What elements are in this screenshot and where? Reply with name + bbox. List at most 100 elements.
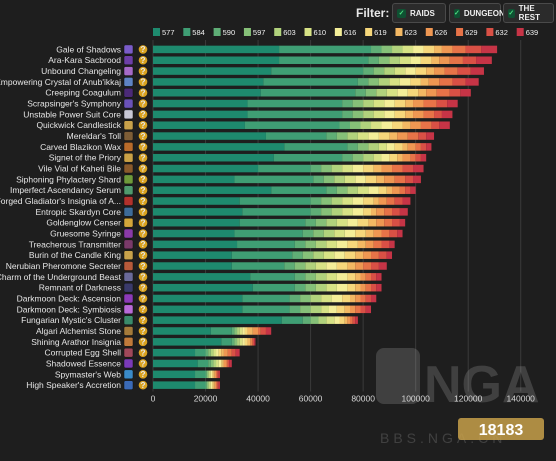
bar-segment	[326, 273, 337, 281]
trinket-icon	[123, 98, 134, 109]
bar-segment	[415, 153, 421, 162]
bar-segment	[326, 132, 337, 140]
bar-segment	[418, 88, 427, 97]
bar-segment	[384, 208, 393, 216]
legend-swatch	[516, 28, 524, 36]
bar-segment	[153, 45, 280, 54]
check-icon: ✓	[454, 8, 460, 18]
legend-label: 603	[283, 28, 296, 37]
bar-segment	[234, 338, 238, 346]
bar-segment	[368, 56, 379, 64]
bar-segment	[265, 327, 272, 335]
bar-segment	[313, 229, 324, 238]
legend-label: 597	[253, 28, 266, 37]
bar-segment	[347, 283, 356, 292]
trinket-icon	[123, 152, 134, 163]
trinket-icon	[123, 77, 134, 87]
question-mark-icon-glyph: ?	[140, 207, 145, 217]
bar-segment	[386, 197, 395, 205]
bar-segment	[470, 67, 484, 75]
bar-segment	[381, 45, 393, 54]
bar-segment	[302, 229, 314, 238]
x-tick-label: 140000	[507, 394, 536, 404]
bar-segment	[392, 164, 403, 173]
bar-segment	[208, 381, 210, 389]
question-mark-icon	[138, 142, 148, 152]
bar-segment	[331, 197, 343, 205]
bar-segment	[344, 305, 350, 314]
bar-segment	[294, 273, 306, 281]
question-mark-icon	[138, 164, 148, 173]
bar-segment	[355, 273, 361, 281]
bar-segment	[389, 78, 400, 86]
bar-segment	[218, 381, 220, 389]
bar-segment	[336, 132, 348, 140]
bar-segment	[365, 273, 372, 281]
legend-label: 616	[344, 28, 357, 37]
trinket-icon	[123, 66, 134, 76]
bar-segment	[206, 370, 209, 379]
bar-segment	[373, 99, 385, 108]
bar-segment	[434, 110, 442, 119]
bar-segment	[376, 88, 387, 97]
bar-segment	[399, 78, 411, 86]
bar-segment	[216, 359, 219, 368]
bar-segment	[321, 294, 332, 303]
trinket-name: Scrapsinger's Symphony	[27, 99, 121, 109]
bar-segment	[331, 208, 343, 216]
bar-segment	[210, 370, 213, 379]
bar-segment	[402, 164, 414, 173]
trinket-icon	[123, 282, 134, 293]
bar-segment	[313, 175, 324, 184]
legend-swatch	[304, 28, 312, 36]
bar-segment	[252, 338, 255, 346]
bar-segment	[389, 132, 398, 140]
bar-segment	[360, 121, 372, 129]
bar-segment	[305, 283, 316, 292]
bar-segment	[153, 327, 211, 335]
bar-segment	[376, 175, 385, 184]
trinket-icon	[123, 44, 134, 55]
bar-segment	[213, 370, 215, 379]
question-mark-icon-glyph: ?	[140, 44, 145, 54]
trinket-name: Nerubian Pheromone Secreter	[6, 261, 121, 271]
filter-raids-button[interactable]: ✓ RAIDS	[392, 3, 446, 23]
bar-segment	[447, 99, 458, 108]
bar-segment	[247, 110, 343, 119]
bar-segment	[242, 327, 245, 335]
bar-segment	[205, 370, 207, 379]
question-mark-icon	[138, 326, 148, 336]
bar-segment	[410, 56, 421, 64]
x-tick-label: 20000	[194, 394, 218, 404]
bar-segment	[426, 143, 432, 151]
bar-segment	[368, 78, 379, 86]
trinket-icon	[123, 304, 134, 315]
bar-segment	[214, 381, 217, 389]
bar-segment	[460, 88, 471, 97]
bar-segment	[373, 110, 385, 119]
filter-the-rest-button[interactable]: ✓ THE REST	[503, 3, 554, 23]
bar-segment	[244, 327, 248, 335]
bar-segment	[334, 251, 345, 259]
trinket-name: Mereldar's Toll	[67, 131, 121, 141]
bar-segment	[339, 121, 350, 129]
trinket-name: Corrupted Egg Shell	[44, 348, 121, 358]
question-mark-icon	[138, 131, 148, 141]
bar-segment	[153, 381, 196, 389]
filter-dungeons-button[interactable]: ✓ DUNGEONS	[449, 3, 510, 23]
bar-segment	[389, 56, 400, 64]
bar-segment	[210, 381, 213, 389]
question-mark-icon	[138, 77, 148, 87]
trinket-name: Unbound Changeling	[41, 66, 121, 76]
trinket-name: Creeping Coagulum	[45, 88, 121, 98]
bar-segment	[376, 283, 382, 292]
trinket-icon	[123, 142, 134, 152]
bar-segment	[328, 305, 337, 314]
bar-segment	[153, 305, 243, 314]
bar-segment	[431, 121, 440, 129]
bar-segment	[242, 294, 290, 303]
trinket-name: Remnant of Darkness	[39, 283, 121, 293]
bar-segment	[216, 381, 218, 389]
bar-segment	[153, 153, 274, 162]
trinket-icon	[123, 239, 134, 250]
